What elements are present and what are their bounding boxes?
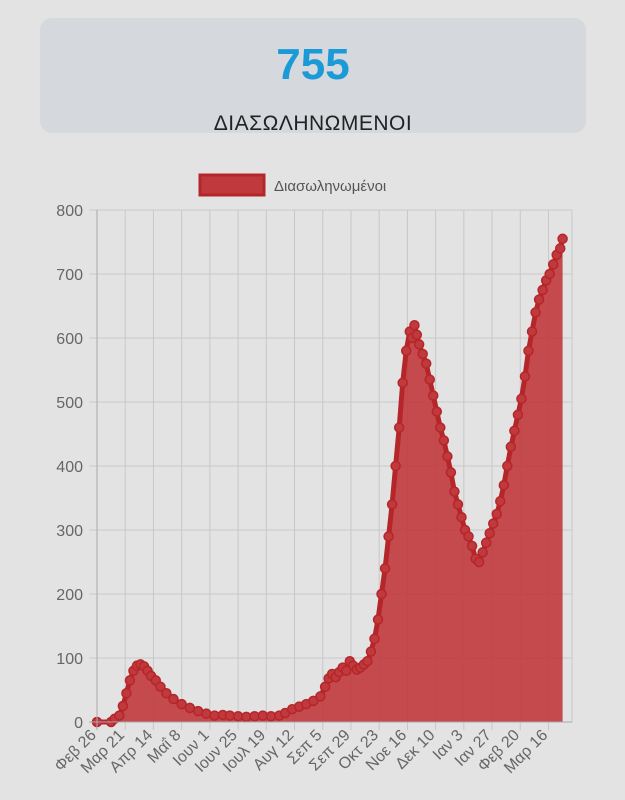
data-point [533, 294, 545, 305]
data-point [411, 329, 423, 341]
data-point [431, 406, 443, 417]
legend-label: Διασωληνωμένοι [274, 178, 386, 195]
data-point [547, 259, 559, 270]
stat-value: 755 [276, 40, 350, 89]
data-point [315, 691, 326, 702]
data-point [372, 614, 384, 625]
data-point [557, 233, 568, 245]
data-point [397, 377, 408, 389]
data-point [452, 499, 464, 510]
data-point [530, 307, 541, 318]
y-tick-label: 100 [56, 651, 83, 668]
data-point [362, 655, 373, 667]
data-point [168, 693, 179, 705]
data-point [477, 547, 488, 558]
data-point [463, 531, 474, 542]
data-point [155, 681, 166, 693]
series-area [97, 238, 563, 723]
data-point [435, 422, 446, 433]
data-point [424, 374, 435, 385]
data-point [341, 665, 352, 677]
data-point [413, 339, 425, 350]
data-point [473, 556, 485, 568]
data-point [379, 563, 391, 574]
data-point [523, 345, 534, 357]
data-point [124, 675, 136, 686]
data-point [509, 425, 520, 437]
data-point [466, 540, 478, 552]
data-point [383, 531, 394, 542]
y-tick-label: 300 [56, 523, 83, 540]
y-tick-label: 0 [74, 715, 83, 732]
data-point [176, 698, 187, 710]
data-point [420, 358, 432, 369]
y-tick-label: 600 [56, 331, 83, 348]
data-point [417, 348, 428, 360]
y-tick-label: 400 [56, 459, 83, 476]
data-point [519, 371, 531, 382]
data-point [117, 700, 129, 712]
data-point [498, 479, 510, 491]
data-point [456, 511, 467, 523]
data-point [491, 508, 503, 520]
data-point [365, 646, 377, 657]
stat-label: ΔΙΑΣΩΛΗΝΩΜΕΝΟΙ [213, 112, 413, 135]
data-point [484, 527, 495, 539]
data-point [428, 390, 439, 401]
data-point [400, 345, 412, 357]
data-point [376, 588, 387, 600]
data-point [449, 486, 460, 497]
data-point [442, 451, 453, 462]
data-point [526, 326, 538, 337]
stat-card: 755 ΔΙΑΣΩΛΗΝΩΜΕΝΟΙ [40, 18, 586, 135]
data-point [445, 467, 457, 478]
data-point [502, 460, 513, 472]
data-point [505, 441, 517, 453]
data-point [516, 393, 527, 405]
data-point [438, 435, 450, 446]
data-point [409, 319, 420, 331]
data-point [554, 243, 566, 254]
data-point [512, 409, 524, 421]
data-point [480, 537, 492, 549]
data-point [369, 633, 380, 645]
data-point [537, 284, 548, 296]
data-point [393, 422, 405, 433]
data-point [121, 687, 132, 699]
data-point [390, 460, 401, 472]
data-point [487, 518, 499, 529]
data-point [386, 499, 398, 510]
y-tick-label: 700 [56, 267, 83, 284]
data-point [161, 687, 172, 699]
legend-swatch [198, 173, 266, 197]
data-point [544, 268, 555, 280]
data-point [114, 710, 125, 721]
y-tick-label: 200 [56, 587, 83, 604]
y-tick-label: 500 [56, 395, 83, 412]
data-point [495, 495, 506, 507]
y-tick-label: 800 [56, 203, 83, 220]
